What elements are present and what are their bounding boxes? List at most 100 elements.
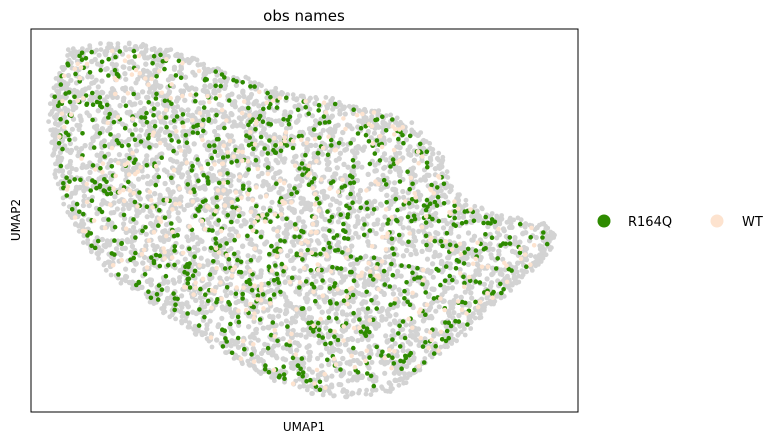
background-point <box>118 252 124 258</box>
background-point <box>77 123 83 129</box>
background-point <box>186 320 192 326</box>
background-point <box>285 253 291 259</box>
background-point <box>275 342 281 348</box>
background-point <box>235 344 242 350</box>
background-point <box>164 169 170 175</box>
background-point <box>198 133 205 139</box>
background-point <box>353 230 359 237</box>
background-point <box>367 333 373 339</box>
background-point <box>306 366 312 372</box>
background-point <box>253 330 259 336</box>
background-point <box>228 290 234 296</box>
background-point <box>400 225 406 231</box>
background-point <box>288 348 294 354</box>
background-point <box>352 349 358 355</box>
background-point <box>537 243 543 249</box>
background-point <box>257 194 264 200</box>
background-point <box>363 314 369 320</box>
background-point <box>342 274 348 280</box>
background-point <box>168 191 174 198</box>
background-point <box>283 302 289 308</box>
background-point <box>282 279 288 285</box>
background-point <box>237 189 243 195</box>
background-point <box>379 314 385 320</box>
background-point <box>200 100 206 106</box>
background-point <box>411 234 417 240</box>
background-point <box>124 110 130 116</box>
background-point <box>116 198 122 204</box>
background-point <box>68 77 74 83</box>
background-point <box>381 151 388 157</box>
background-point <box>363 253 369 259</box>
background-point <box>404 247 410 254</box>
background-point <box>440 225 447 231</box>
background-point <box>193 297 199 303</box>
background-point <box>58 94 64 100</box>
background-point <box>136 176 142 182</box>
background-point <box>113 246 120 252</box>
background-point <box>230 330 236 336</box>
background-point <box>188 251 194 257</box>
background-point <box>398 334 404 340</box>
background-point <box>185 170 191 176</box>
background-point <box>121 221 127 227</box>
background-point <box>384 272 390 278</box>
background-point <box>488 283 494 289</box>
background-point <box>69 165 75 172</box>
background-point <box>320 127 326 133</box>
background-point <box>231 209 237 215</box>
background-point <box>175 216 181 222</box>
background-point <box>267 313 273 319</box>
background-point <box>82 86 88 92</box>
background-point <box>292 103 298 110</box>
background-point <box>144 214 150 220</box>
background-point <box>336 156 342 162</box>
background-point <box>327 202 334 208</box>
background-point <box>174 159 180 165</box>
background-point <box>355 218 361 224</box>
background-point <box>150 223 156 229</box>
background-point <box>136 133 143 139</box>
background-point <box>304 299 310 305</box>
background-point <box>420 239 426 245</box>
background-point <box>194 234 200 240</box>
background-point <box>294 340 300 346</box>
background-point <box>166 209 172 215</box>
background-point <box>84 164 90 170</box>
background-point <box>133 148 140 154</box>
background-point <box>102 110 108 116</box>
background-point <box>303 373 309 379</box>
background-point <box>175 259 181 265</box>
background-point <box>445 199 451 205</box>
background-point <box>315 355 321 362</box>
background-point <box>304 327 310 333</box>
background-point <box>138 108 144 114</box>
background-point <box>342 111 348 117</box>
background-point <box>269 199 275 205</box>
background-point <box>94 123 100 129</box>
background-point <box>234 154 240 160</box>
background-point <box>444 221 450 227</box>
background-point <box>393 190 399 196</box>
background-point <box>414 204 420 210</box>
background-point <box>513 240 519 246</box>
background-point <box>317 284 323 291</box>
background-point <box>384 192 390 198</box>
background-point <box>108 107 114 113</box>
background-point <box>265 324 271 330</box>
background-point <box>173 133 179 139</box>
background-point <box>201 284 208 290</box>
background-point <box>300 196 306 202</box>
background-point <box>81 193 87 199</box>
background-point <box>426 307 432 313</box>
background-point <box>67 170 73 176</box>
background-point <box>387 169 393 175</box>
background-point <box>227 237 233 243</box>
background-point <box>184 202 191 208</box>
background-point <box>171 108 177 114</box>
background-point <box>275 313 282 319</box>
background-point <box>64 164 70 170</box>
background-point <box>105 45 111 51</box>
chart-title: obs names <box>263 7 345 25</box>
